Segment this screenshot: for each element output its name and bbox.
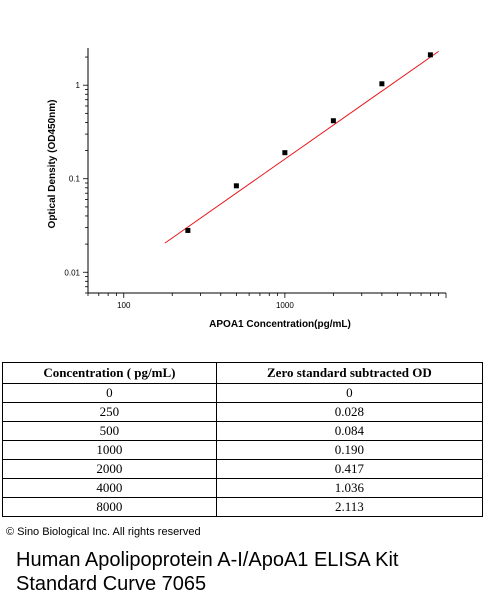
caption-line-1: Human Apolipoprotein A-I/ApoA1 ELISA Kit <box>16 549 399 571</box>
od-cell: 0.417 <box>215 459 484 479</box>
table-row: 500 0.084 <box>2 421 484 441</box>
data-point <box>282 150 288 156</box>
fit-line-layer <box>164 50 439 244</box>
concentration-cell: 1000 <box>2 440 217 460</box>
od-header: Zero standard subtracted OD <box>215 362 484 384</box>
table-header-row: Concentration ( pg/mL) Zero standard sub… <box>2 362 484 384</box>
table-row: 8000 2.113 <box>2 497 484 517</box>
chart-ticks: 100 1000 0.01 0.1 1 <box>64 56 447 310</box>
od-cell: 2.113 <box>215 497 484 517</box>
concentration-cell: 4000 <box>2 478 217 498</box>
chart-axes <box>87 48 446 294</box>
x-tick-label: 100 <box>117 301 131 310</box>
od-cell: 0.190 <box>215 440 484 460</box>
od-cell: 0.084 <box>215 421 484 441</box>
concentration-cell: 2000 <box>2 459 217 479</box>
table-row: 4000 1.036 <box>2 478 484 498</box>
data-point <box>233 183 239 189</box>
od-cell: 0 <box>215 383 484 403</box>
od-cell: 1.036 <box>215 478 484 498</box>
y-tick-label: 0.1 <box>69 175 81 184</box>
x-tick-label: 1000 <box>276 301 294 310</box>
data-point <box>330 118 336 124</box>
concentration-cell: 250 <box>2 402 217 422</box>
y-tick-label: 1 <box>76 81 81 90</box>
data-point <box>379 81 385 87</box>
figure-caption: Human Apolipoprotein A-I/ApoA1 ELISA Kit… <box>16 548 398 596</box>
standard-curve-chart: 100 1000 0.01 0.1 1 APOA1 Concentration(pg/m… <box>47 48 447 330</box>
concentration-cell: 8000 <box>2 497 217 517</box>
od-cell: 0.028 <box>215 402 484 422</box>
y-tick-label: 0.01 <box>64 268 80 277</box>
concentration-cell: 0 <box>2 383 217 403</box>
fit-line <box>164 50 439 244</box>
data-points <box>185 52 433 233</box>
y-axis-label: Optical Density (OD450nm) <box>47 100 58 229</box>
table-row: 250 0.028 <box>2 402 484 422</box>
data-point <box>185 227 191 233</box>
data-point <box>427 52 433 58</box>
x-axis-label: APOA1 Concentration(pg/mL) <box>209 319 351 330</box>
copyright-notice: © Sino Biological Inc. All rights reserv… <box>6 526 201 538</box>
caption-line-2: Standard Curve 7065 <box>16 573 207 595</box>
table-row: 2000 0.417 <box>2 459 484 479</box>
concentration-cell: 500 <box>2 421 217 441</box>
table-row: 1000 0.190 <box>2 440 484 460</box>
standard-data-table: Concentration ( pg/mL) Zero standard sub… <box>2 362 484 517</box>
concentration-header: Concentration ( pg/mL) <box>2 362 217 384</box>
